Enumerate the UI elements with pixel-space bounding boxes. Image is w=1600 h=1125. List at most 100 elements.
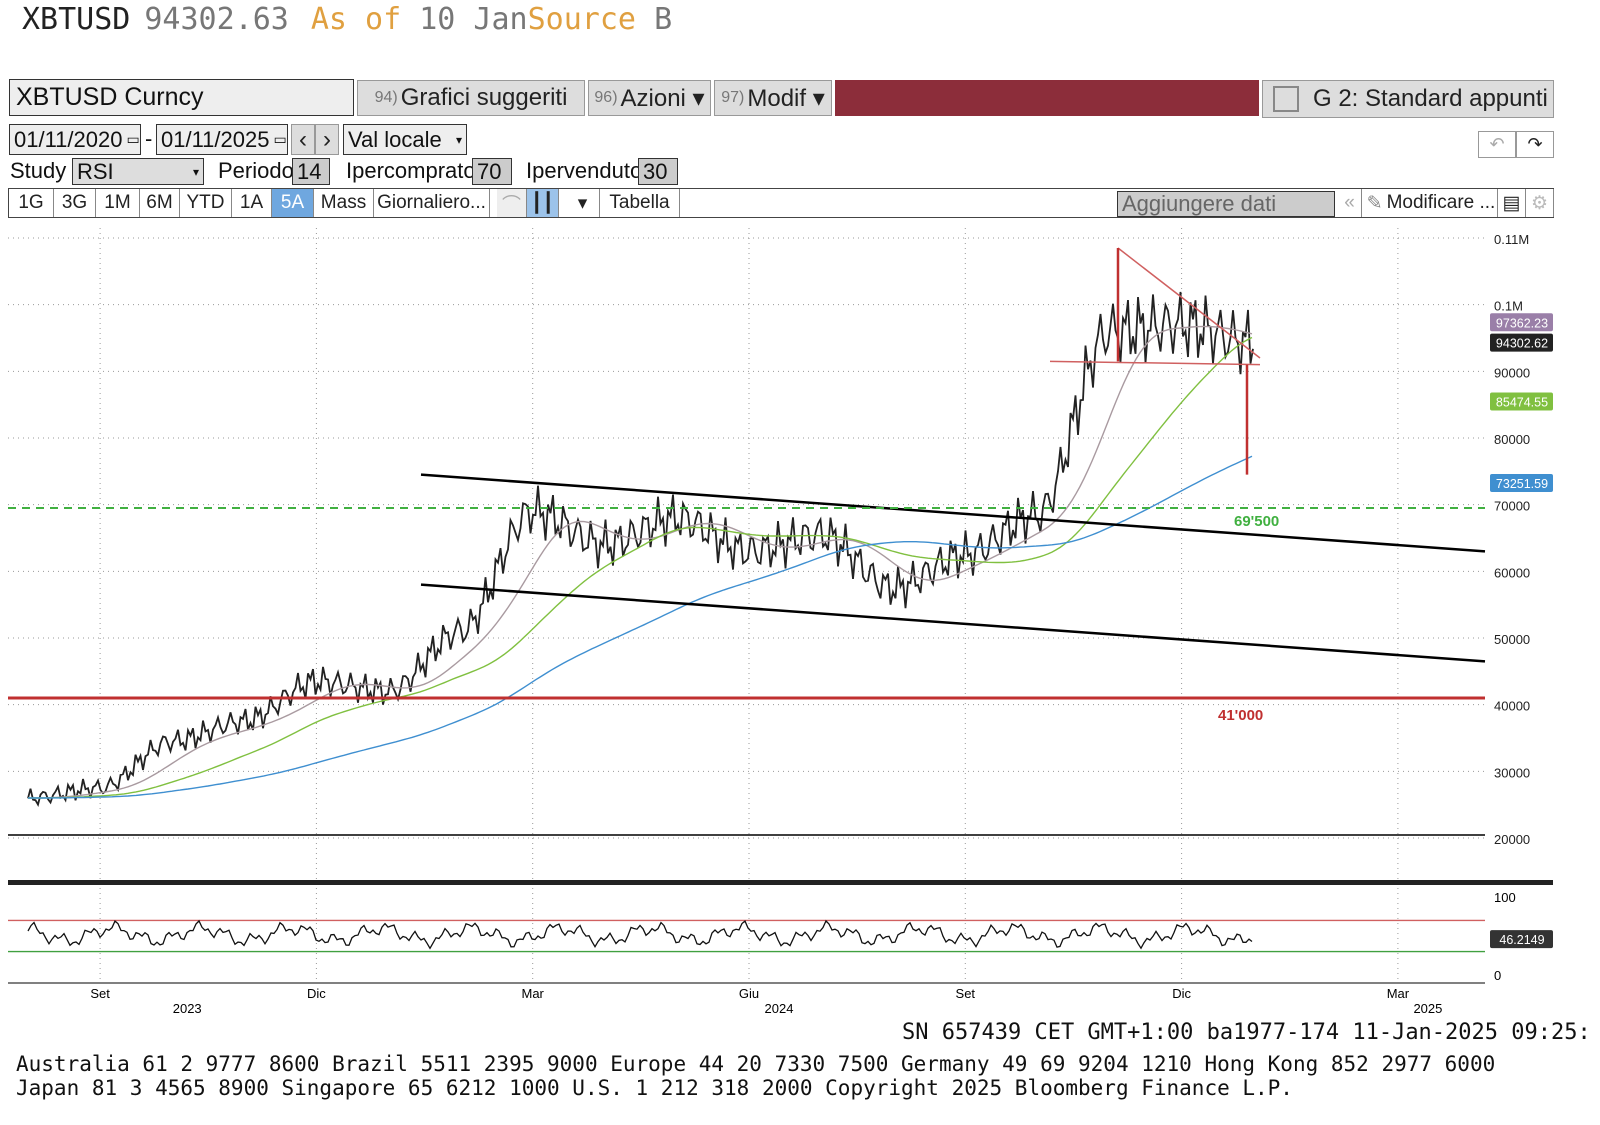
triangle-base-line — [1049, 360, 1261, 366]
value-label-box — [1490, 473, 1553, 492]
value-label-box — [1490, 313, 1553, 332]
next-range-button[interactable]: › — [315, 124, 339, 155]
redo-button[interactable]: ↷ — [1516, 131, 1554, 158]
add-data-input[interactable]: Aggiungere dati — [1117, 191, 1335, 217]
triangle-upper-line — [1117, 247, 1261, 359]
y-tick-label: 50000 — [1494, 632, 1530, 647]
x-year-label: 2025 — [1413, 1001, 1442, 1016]
oversold-value: 30 — [643, 158, 668, 184]
last-price: 94302.63 — [144, 2, 289, 37]
menu-number: 94) — [374, 89, 398, 106]
x-tick-label: Set — [956, 986, 976, 1001]
table-button[interactable]: Tabella — [600, 189, 680, 217]
frequency-select[interactable]: Giornaliero... — [374, 189, 490, 217]
value-label-box — [1490, 333, 1553, 352]
channel-lower-line — [420, 583, 1486, 663]
period-input[interactable]: 14 — [292, 158, 330, 185]
collapse-button[interactable]: « — [1338, 189, 1362, 217]
value-label-text: 97362.23 — [1496, 316, 1548, 330]
value-label-box — [1490, 392, 1553, 411]
y-tick-label: 60000 — [1494, 565, 1530, 580]
as-of-date: 10 Jan — [419, 2, 528, 37]
start-date-field[interactable]: 01/11/2020 ▭ — [9, 124, 141, 155]
actions-menu[interactable]: 96) Azioni ▾ — [588, 80, 711, 116]
header-title: XBTUSD 94302.63 As of 10 JanSource B — [22, 2, 672, 37]
currency-value: Val locale — [348, 126, 442, 152]
chart-type-dropdown[interactable]: ▾ — [566, 189, 600, 217]
settings-grid-button[interactable]: ▤ — [1498, 189, 1526, 217]
period-5a[interactable]: 5A — [272, 189, 314, 217]
period-max[interactable]: Mass — [314, 189, 374, 217]
period-6m[interactable]: 6M — [140, 189, 180, 217]
suggested-charts-menu[interactable]: 94) Grafici suggeriti — [357, 80, 585, 116]
study-select[interactable]: RSI ▾ — [72, 158, 204, 185]
source-value: B — [654, 2, 673, 37]
period-1g[interactable]: 1G — [9, 189, 54, 217]
grid — [8, 228, 1485, 980]
undo-icon: ↶ — [1489, 134, 1505, 154]
overbought-input[interactable]: 70 — [472, 158, 512, 185]
ticker: XBTUSD — [22, 2, 131, 37]
x-tick-label: Mar — [1387, 986, 1410, 1001]
chevron-left-icon: ‹ — [299, 125, 307, 153]
end-date-field[interactable]: 01/11/2025 ▭ — [156, 124, 288, 155]
y-tick-label: 20000 — [1494, 832, 1530, 847]
y-tick-label: 0.1M — [1494, 299, 1523, 314]
period-3g[interactable]: 3G — [54, 189, 96, 217]
x-axis: SetDicMarGiuSetDicMarGiu202320242025 — [8, 982, 1485, 1016]
chart-type-line[interactable]: ⌒ — [497, 189, 527, 217]
value-label-text: 94302.62 — [1496, 337, 1548, 351]
source-label: Source — [527, 2, 636, 37]
y-tick-label: 90000 — [1494, 365, 1530, 380]
x-year-label: 2023 — [173, 1001, 202, 1016]
menu-number: 96) — [594, 89, 618, 106]
support-label: 41'000 — [1218, 707, 1263, 724]
ma-blue-line — [28, 455, 1253, 799]
prev-range-button[interactable]: ‹ — [291, 124, 315, 155]
study-label: Study — [10, 158, 67, 183]
menu-label: Azioni ▾ — [620, 84, 705, 112]
period-value: 14 — [297, 158, 322, 184]
value-label-text: 85474.55 — [1496, 396, 1548, 410]
modify-menu[interactable]: 97) Modif ▾ — [714, 80, 832, 116]
footer-line-2: Japan 81 3 4565 8900 Singapore 65 6212 1… — [16, 1076, 1293, 1100]
channel-upper-line — [420, 473, 1486, 553]
oversold-input[interactable]: 30 — [638, 158, 678, 185]
settings-button[interactable]: ⚙ — [1526, 189, 1554, 217]
undo-button[interactable]: ↶ — [1478, 131, 1516, 158]
rsi-tick-label: 100 — [1494, 890, 1516, 905]
study-value: RSI — [77, 158, 114, 184]
session-info: SN 657439 CET GMT+1:00 ba1977-174 11-Jan… — [902, 1020, 1591, 1045]
rsi-line — [27, 919, 1253, 950]
x-tick-label: Mar — [522, 986, 545, 1001]
pencil-icon: ✎ — [1366, 192, 1383, 214]
gear-icon: ⚙ — [1530, 192, 1549, 214]
line-chart-icon: ⌒ — [501, 194, 521, 216]
menu-number: 97) — [721, 89, 745, 106]
x-year-label: 2024 — [765, 1001, 794, 1016]
toolbar-spacer — [835, 80, 1259, 116]
panel-separator-thick — [8, 880, 1553, 885]
price-chart[interactable]: 20000 30000 40000 50000 60000 70000 80000 90000… — [0, 222, 1600, 1042]
end-date: 01/11/2025 — [161, 126, 270, 152]
modify-button[interactable]: ✎ Modificare ... — [1365, 189, 1498, 217]
chevron-down-icon: ▾ — [455, 132, 462, 147]
x-tick-label: Dic — [1172, 986, 1191, 1001]
currency-select[interactable]: Val locale ▾ — [343, 124, 467, 155]
chevron-down-icon: ▾ — [192, 164, 199, 179]
calendar-icon: ▭ — [126, 131, 140, 147]
rsi-value-box — [1490, 930, 1553, 949]
y-tick-label: 70000 — [1494, 499, 1530, 514]
period-1a[interactable]: 1A — [232, 189, 272, 217]
security-field[interactable]: XBTUSD Curncy — [9, 79, 354, 116]
chart-type-candle[interactable]: ┃┃ — [527, 189, 559, 217]
footer-line-1: Australia 61 2 9777 8600 Brazil 5511 239… — [16, 1052, 1496, 1076]
period-ytd[interactable]: YTD — [180, 189, 232, 217]
value-label-text: 73251.59 — [1496, 477, 1548, 491]
add-data-text: Aggiungere dati — [1122, 191, 1277, 216]
period-1m[interactable]: 1M — [96, 189, 140, 217]
notes-button[interactable]: G 2: Standard appunti — [1262, 80, 1554, 118]
ma-green-line — [28, 336, 1253, 799]
series-layer — [27, 291, 1254, 807]
grid-icon: ▤ — [1502, 192, 1521, 214]
